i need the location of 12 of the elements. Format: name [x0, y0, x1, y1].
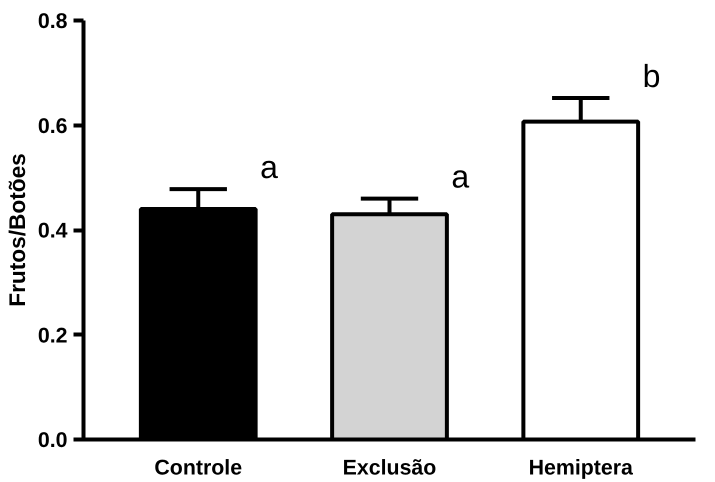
y-tick-label: 0.2: [38, 323, 68, 348]
y-tick-label: 0.0: [38, 428, 68, 452]
y-tick-label: 0.6: [38, 114, 68, 138]
annotation: b: [642, 58, 660, 94]
y-tick-label: 0.4: [38, 218, 68, 242]
y-axis-title: Frutos/Botões: [4, 153, 30, 307]
x-tick-label: Exclusão: [342, 456, 436, 480]
x-tick-label: Controle: [154, 456, 242, 480]
x-tick-label: Hemiptera: [528, 456, 634, 480]
annotation: a: [451, 158, 470, 195]
y-tick-label: 0.8: [38, 9, 68, 33]
annotation: a: [260, 149, 278, 186]
